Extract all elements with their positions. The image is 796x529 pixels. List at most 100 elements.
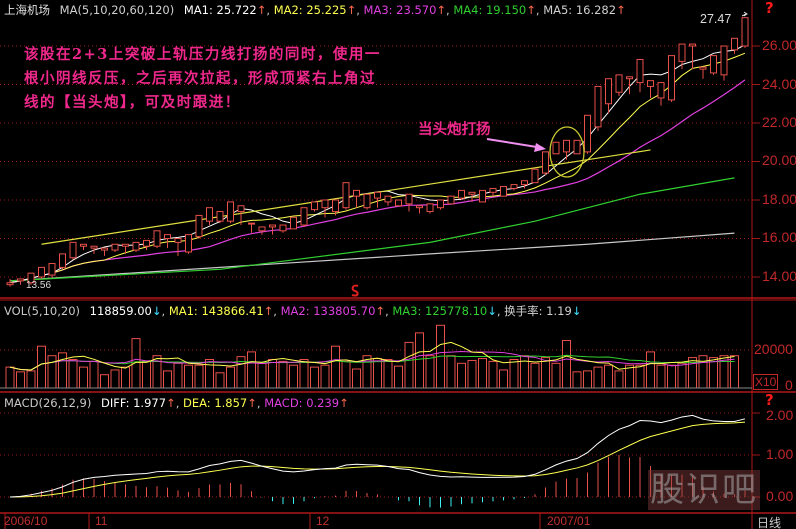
volume-bar-up: [604, 364, 613, 389]
volume-bar-up: [730, 355, 739, 389]
candle-up: [458, 189, 465, 199]
candle-up: [111, 243, 119, 251]
volume-tick: 20000: [754, 341, 793, 357]
candle-up: [290, 216, 297, 230]
volume-bar-up: [499, 369, 508, 389]
candle-up: [636, 58, 644, 84]
candle-up: [311, 201, 318, 211]
sep: ,: [535, 3, 540, 17]
volume-bar-up: [320, 364, 330, 389]
volume-bar-up: [425, 355, 435, 389]
volume-bar-up: [194, 364, 204, 389]
candle-up: [395, 199, 402, 207]
candle-up: [531, 168, 539, 184]
vol-value: 118859.00: [89, 304, 152, 318]
candle-up: [279, 224, 287, 232]
volume-bar-up: [541, 357, 550, 389]
candle-up: [710, 55, 717, 74]
turnover-rate: 换手率: 1.19: [504, 304, 572, 318]
highlight-ellipse: [549, 126, 585, 178]
ma-params: MA(5,10,20,60,120): [59, 3, 175, 17]
vol-ma1: MA1: 143866.41: [168, 304, 264, 318]
volume-bar-up: [47, 355, 57, 389]
candle-up: [143, 239, 150, 247]
volume-bar-up: [299, 359, 309, 389]
volume-bar-up: [446, 355, 456, 389]
date-label: 12: [316, 514, 330, 528]
volume-bar-up: [415, 332, 424, 389]
volume-bar-up: [383, 359, 393, 389]
period-tab-daily[interactable]: 日线: [757, 516, 782, 529]
volume-bar-up: [37, 345, 46, 389]
callout-arrow: [486, 138, 544, 149]
volume-bar-up: [131, 338, 141, 389]
sep: ,: [496, 304, 501, 318]
volume-header: VOL(5,10,20) 118859.00↓, MA1: 143866.41↑…: [4, 303, 581, 319]
vol-ma3: MA3: 125778.10: [392, 304, 488, 318]
candle-up: [731, 37, 738, 51]
volume-bar-up: [509, 359, 519, 389]
up-arrow-icon: ↑: [263, 304, 274, 318]
price-tick: 16.00: [762, 229, 796, 245]
up-arrow-icon: ↑: [256, 3, 267, 17]
candle-up: [384, 195, 392, 203]
volume-bar-up: [268, 359, 277, 389]
candle-up: [741, 17, 749, 47]
candle-up: [195, 214, 203, 238]
candle-up: [258, 226, 266, 232]
volume-bar-up: [530, 362, 540, 389]
candle-up: [27, 272, 35, 284]
ma60-line: [9, 177, 735, 282]
annotation-line: 根小阴线反压，之后再次拉起，形成顶紧右上角过: [24, 70, 376, 87]
ma120-line: [9, 232, 735, 282]
candle-up: [426, 203, 434, 213]
up-arrow-icon: ↑: [375, 304, 386, 318]
candle-up: [405, 193, 413, 205]
candle-up: [542, 151, 549, 174]
candle-up: [237, 205, 245, 213]
dea-line: [9, 421, 746, 498]
sep: ,: [266, 3, 271, 17]
sep: ,: [161, 304, 166, 318]
macd-params: MACD(26,12,9): [4, 396, 92, 410]
volume-bar-up: [646, 351, 655, 389]
macd-tick: 1.00: [766, 446, 794, 462]
help-icon[interactable]: ?: [765, 0, 774, 17]
price-tick: 20.00: [762, 152, 796, 168]
volume-bar-up: [593, 366, 603, 389]
callout-label: 当头炮打扬: [418, 121, 491, 138]
macd-header: MACD(26,12,9) DIFF: 1.977↑, DEA: 1.857↑,…: [4, 396, 349, 410]
volume-bar-up: [404, 341, 414, 389]
volume-tick: 0: [785, 377, 793, 393]
volume-bar-up: [205, 359, 214, 389]
candle-up: [594, 85, 602, 128]
low-price-label: 13.56: [26, 280, 52, 291]
price-tick: 26.00: [762, 37, 796, 53]
callout-arrow-head-icon: [534, 143, 546, 152]
volume-bar-up: [583, 370, 592, 389]
ma20-line: [9, 79, 746, 284]
help-icon[interactable]: ?: [765, 391, 774, 409]
volume-bar-up: [667, 364, 676, 389]
candle-up: [342, 182, 350, 209]
up-arrow-icon: ↑: [166, 396, 176, 410]
candle-up: [59, 253, 66, 268]
candle-up: [699, 66, 707, 70]
candle-up: [563, 139, 570, 153]
candle-up: [206, 207, 213, 222]
candle-up: [269, 224, 276, 228]
volume-bar-up: [310, 366, 319, 389]
volume-bar-up: [572, 371, 582, 389]
date-label: 2006/10: [4, 514, 48, 528]
volume-bar-up: [289, 364, 298, 389]
sep: ,: [256, 396, 261, 410]
volume-bar-up: [16, 371, 25, 389]
candle-up: [38, 266, 45, 278]
candle-up: [363, 193, 371, 209]
volume-bar-up: [184, 364, 193, 389]
volume-unit-button[interactable]: X10: [753, 374, 779, 390]
candle-up: [6, 282, 14, 286]
up-arrow-icon: ↑: [247, 396, 257, 410]
